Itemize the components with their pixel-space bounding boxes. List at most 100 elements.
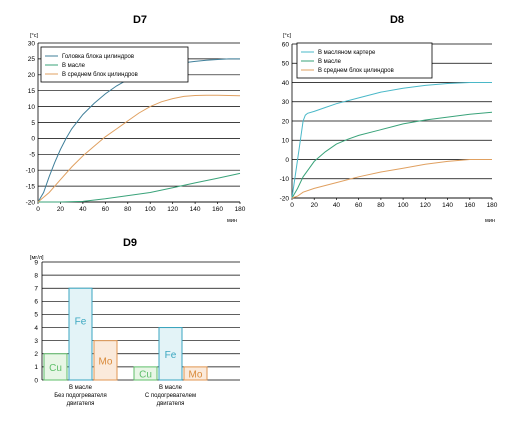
- d7-x-tick-0: 0: [36, 206, 40, 213]
- d8-x-tick-2: 40: [333, 202, 341, 209]
- d7-series-line-1: [38, 172, 241, 203]
- d8-y-tick-0: -20: [280, 195, 290, 202]
- d8-x-tick-3: 60: [355, 202, 363, 209]
- d9-y-tick-9: 9: [34, 259, 38, 266]
- d9-bar-1-cu: [133, 366, 158, 381]
- chart-d8-axes: [291, 44, 492, 199]
- d9-y-tick-4: 4: [34, 325, 38, 332]
- d8-x-tick-5: 100: [398, 202, 409, 209]
- d7-x-tick-2: 40: [79, 206, 87, 213]
- d9-y-tick-2: 2: [34, 351, 38, 358]
- d9-bar-label-0-fe: Fe: [75, 316, 87, 327]
- d7-y-tick-7: 15: [28, 88, 36, 95]
- d8-y-tick-1: -10: [280, 176, 290, 183]
- chart-d8-y-ticks: -20 -10 0 10 20 30 40 50 60: [280, 41, 290, 202]
- d7-y-tick-9: 25: [28, 56, 36, 63]
- chart-d7-title: D7: [133, 14, 147, 26]
- d8-x-tick-8: 160: [464, 202, 475, 209]
- d9-bar-0-cu: [43, 353, 68, 381]
- chart-d8-legend-label-1: В масле: [318, 59, 342, 65]
- d7-y-tick-0: -20: [26, 199, 36, 206]
- d8-series-line-2: [291, 159, 492, 199]
- chart-d7-x-unit: мин: [227, 218, 237, 224]
- chart-d7: D7 [°с] мин -20 -15 -10 -5 0 5 10 15 20 25 30 0 20 4…: [26, 14, 246, 224]
- d9-y-tick-5: 5: [34, 312, 38, 319]
- chart-d7-y-ticks: -20 -15 -10 -5 0 5 10 15 20 25 30: [26, 40, 36, 206]
- d9-bar-1-mo: [183, 366, 208, 381]
- d7-x-tick-4: 80: [124, 206, 132, 213]
- d7-y-tick-8: 20: [28, 72, 36, 79]
- d8-y-tick-3: 10: [282, 138, 290, 145]
- chart-d7-x-ticks: 0 20 40 60 80 100 120 140 160 180: [36, 202, 246, 213]
- d8-y-tick-5: 30: [282, 99, 290, 106]
- d9-y-tick-1: 1: [34, 364, 38, 371]
- d7-x-tick-6: 120: [167, 206, 178, 213]
- d7-y-tick-10: 30: [28, 40, 36, 47]
- chart-d9-y-ticks: 0 1 2 3 4 5 6 7 8 9: [34, 259, 38, 384]
- d7-x-tick-7: 140: [190, 206, 201, 213]
- d7-x-tick-1: 20: [57, 206, 65, 213]
- chart-d8-legend-label-2: В среднем блок цилиндров: [318, 68, 394, 74]
- chart-d9-unit: [мг/л]: [30, 255, 44, 261]
- d9-y-tick-8: 8: [34, 272, 38, 279]
- chart-d7-legend-label-2: В среднем блок цилиндров: [62, 72, 138, 78]
- d8-x-tick-0: 0: [290, 202, 294, 209]
- d8-y-tick-8: 60: [282, 41, 290, 48]
- chart-d7-series: [37, 58, 241, 203]
- d9-bar-0-mo: [93, 340, 118, 381]
- chart-d7-legend-label-1: В масле: [62, 63, 86, 69]
- chart-d8-legend-box: [296, 42, 433, 79]
- d8-x-tick-7: 140: [442, 202, 453, 209]
- d8-x-tick-6: 120: [420, 202, 431, 209]
- d7-y-tick-4: 0: [31, 136, 35, 143]
- d7-x-tick-8: 160: [212, 206, 223, 213]
- d7-x-tick-5: 100: [145, 206, 156, 213]
- d9-y-tick-6: 6: [34, 299, 38, 306]
- d7-x-tick-3: 60: [102, 206, 110, 213]
- d9-y-tick-3: 3: [34, 338, 38, 345]
- d9-bar-label-0-mo: Mo: [99, 356, 113, 367]
- d9-bar-label-0-cu: Cu: [49, 363, 62, 374]
- d7-y-tick-6: 10: [28, 104, 36, 111]
- d9-category-label-1-2: двигателя: [157, 401, 185, 407]
- chart-d9-category-labels: В масле Без подогревателя двигателя В масле…: [54, 385, 196, 407]
- d7-y-tick-2: -10: [26, 168, 36, 175]
- d7-series-line-0: [37, 58, 240, 203]
- chart-d8-series: [291, 82, 493, 199]
- chart-d7-legend-label-0: Головка блока цилиндров: [62, 54, 134, 60]
- d9-bar-label-1-mo: Mo: [189, 369, 203, 380]
- d9-category-label-0-0: В масле: [69, 385, 93, 391]
- d9-y-tick-0: 0: [34, 377, 38, 384]
- d8-y-tick-4: 20: [282, 118, 290, 125]
- chart-d8-legend: В масляном картере В масле В среднем бло…: [296, 42, 433, 79]
- d9-y-tick-7: 7: [34, 286, 38, 293]
- d8-x-tick-1: 20: [311, 202, 319, 209]
- chart-d7-legend-box: [40, 46, 189, 83]
- d9-bar-label-1-fe: Fe: [165, 350, 177, 361]
- d9-category-label-0-2: двигателя: [67, 401, 95, 407]
- d9-category-label-1-1: С подогревателем: [145, 393, 196, 399]
- chart-d7-legend: Головка блока цилиндров В масле В средне…: [40, 46, 189, 83]
- d8-x-tick-9: 180: [487, 202, 498, 209]
- chart-d8: D8 [°с] мин -20 -10 0 10 20 30 40 50 60 0 20 40 60 8…: [280, 14, 498, 224]
- chart-d7-unit: [°с]: [30, 33, 38, 39]
- chart-d8-title: D8: [390, 14, 404, 26]
- d9-category-label-0-1: Без подогревателя: [54, 393, 107, 399]
- chart-d8-unit: [°с]: [283, 33, 291, 39]
- d7-y-tick-5: 5: [31, 120, 35, 127]
- d9-bar-0-fe: [68, 287, 93, 381]
- d8-x-tick-4: 80: [377, 202, 385, 209]
- chart-d9-title: D9: [123, 237, 137, 249]
- d8-y-tick-7: 50: [282, 61, 290, 68]
- chart-d8-legend-label-0: В масляном картере: [318, 50, 376, 56]
- d8-series-line-0: [291, 82, 492, 199]
- chart-d8-x-unit: мин: [485, 218, 495, 224]
- d7-x-tick-9: 180: [235, 206, 246, 213]
- d7-y-tick-1: -15: [26, 183, 36, 190]
- chart-d9: D9 [мг/л] 0 1 2 3 4 5 6 7 8 9 Cu Fe Mo Cu Fe Mo В масл…: [30, 237, 240, 407]
- d8-series-line-1: [291, 111, 493, 199]
- d7-y-tick-3: -5: [29, 152, 35, 159]
- d8-y-tick-6: 40: [282, 80, 290, 87]
- d8-y-tick-2: 0: [285, 157, 289, 164]
